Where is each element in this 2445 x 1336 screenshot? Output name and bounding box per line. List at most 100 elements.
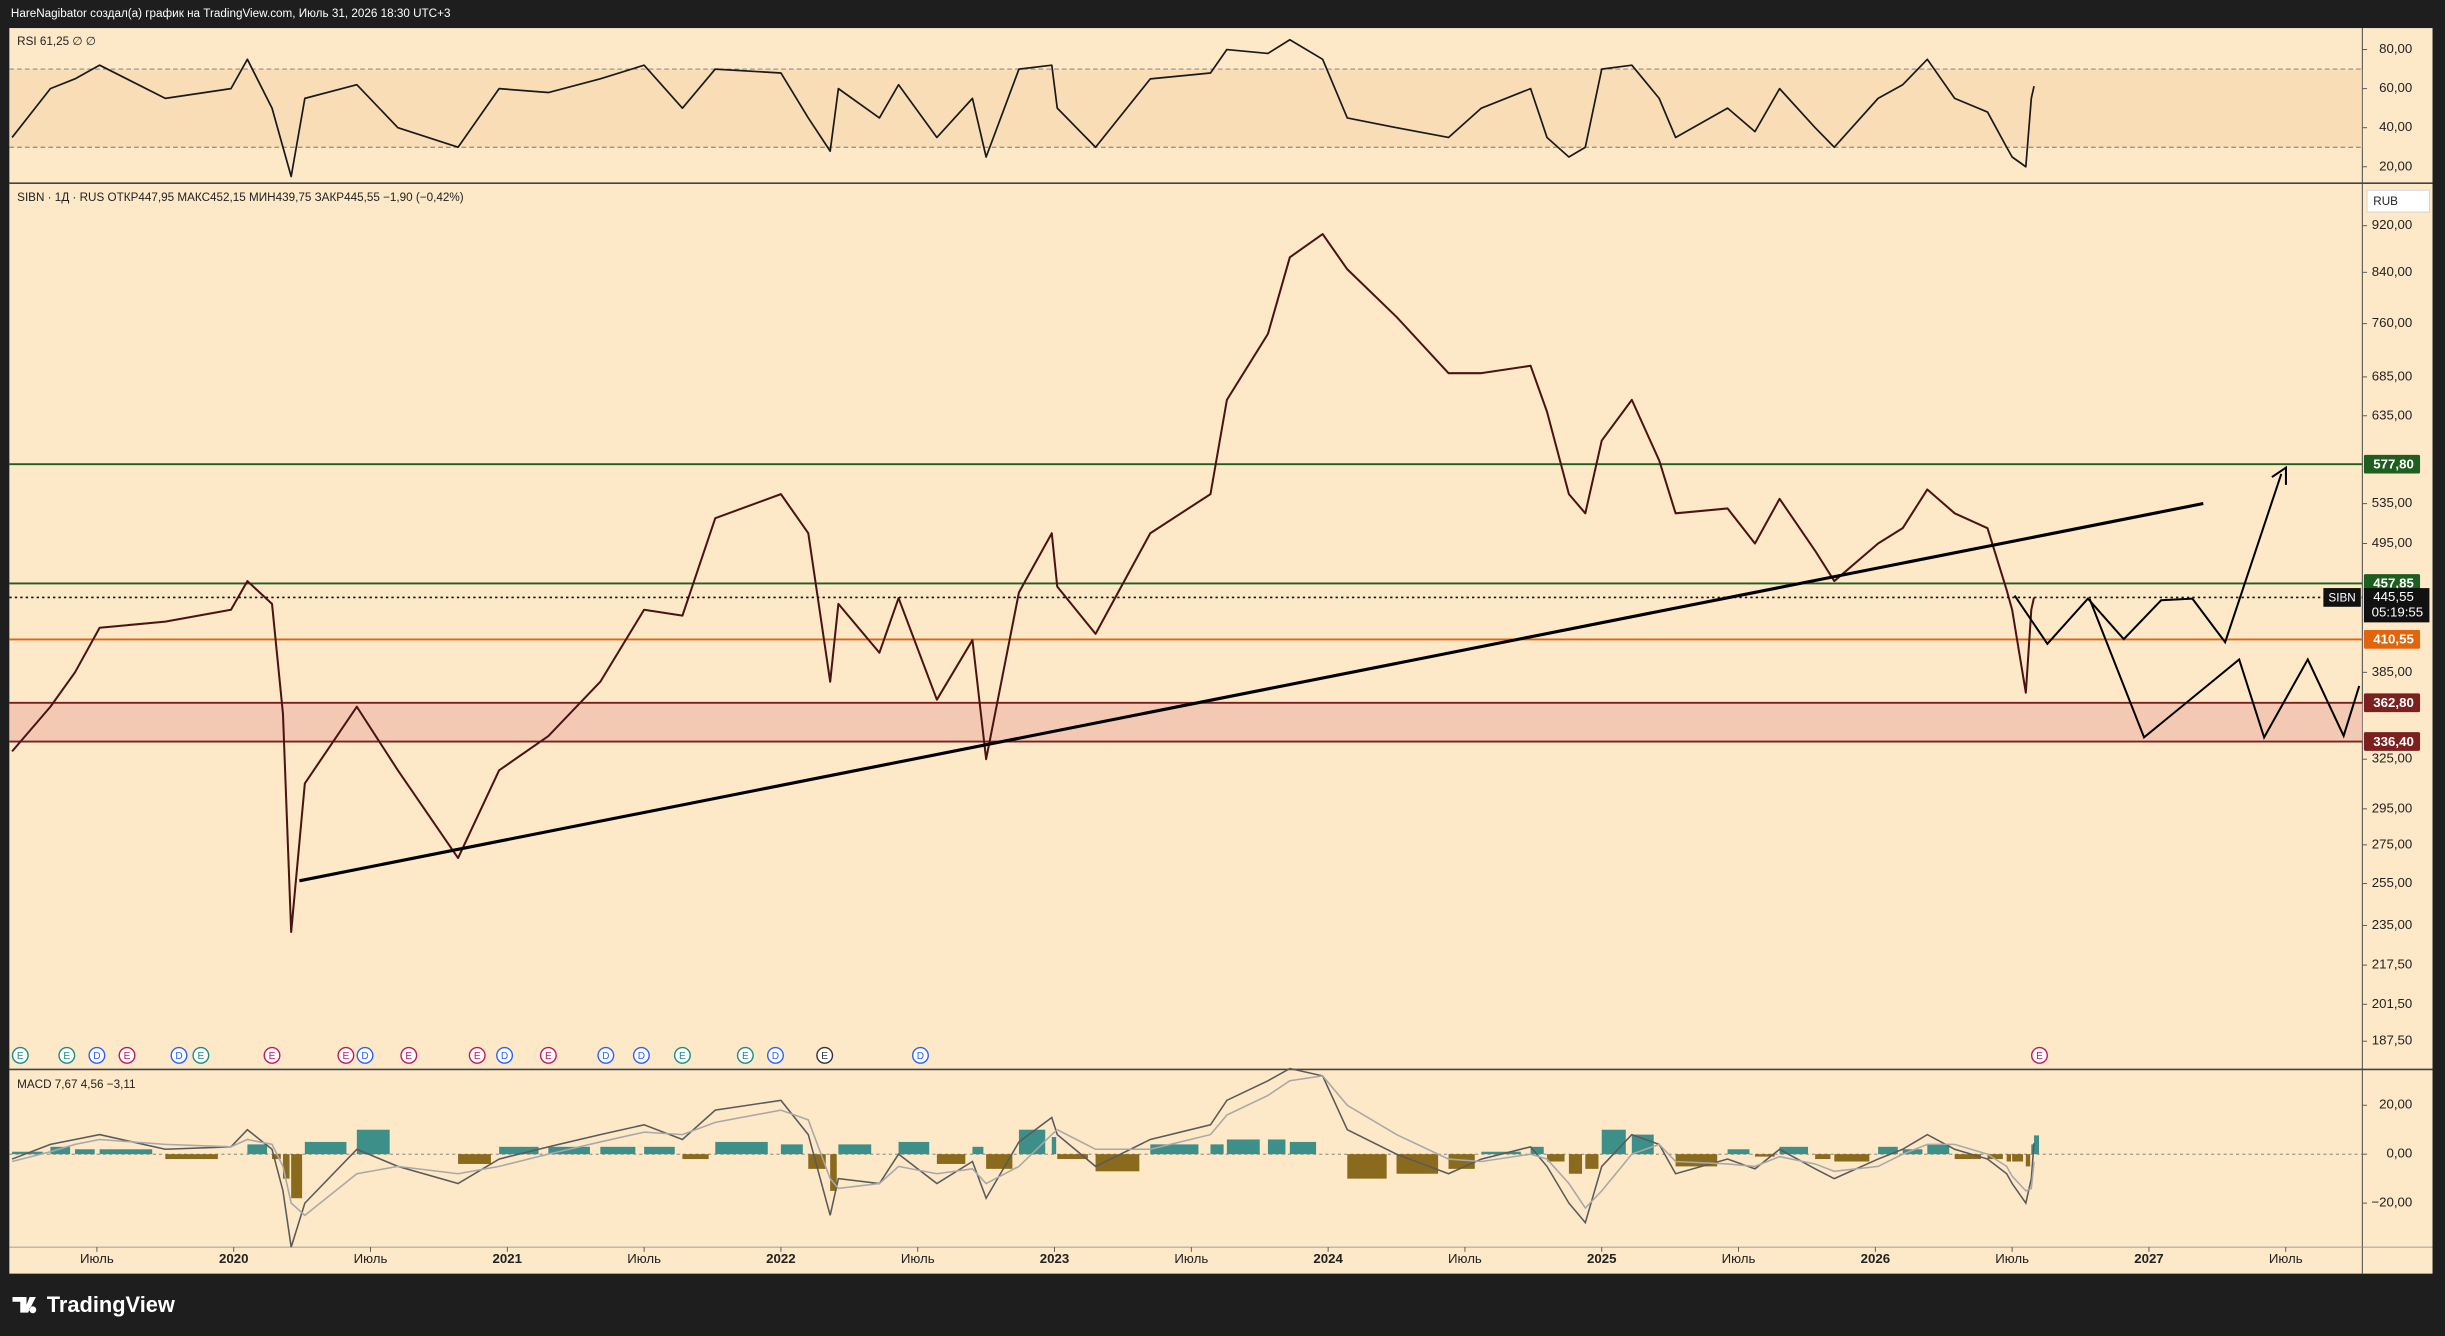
event-label: E [124, 1051, 131, 1062]
price-line [11, 38, 2035, 178]
event-label: E [269, 1051, 276, 1062]
y-tick-label: 217,50 [2372, 957, 2413, 972]
event-label: E [821, 1051, 828, 1062]
price-line [11, 233, 2036, 934]
histogram-bar [600, 1146, 636, 1155]
y-tick-label: 840,00 [2372, 264, 2413, 279]
x-tick-label: Июль [901, 1251, 935, 1266]
event-label: E [474, 1051, 481, 1062]
histogram-bar [986, 1154, 1013, 1169]
histogram-bar [1095, 1154, 1140, 1172]
histogram-bar [1815, 1154, 1831, 1160]
event-marker [766, 1046, 784, 1064]
level-tag-label: 336,40 [2373, 734, 2414, 749]
x-tick-label: Июль [2269, 1251, 2303, 1266]
brand-name: TradingView [47, 1292, 176, 1317]
event-label: D [772, 1051, 779, 1062]
event-marker [118, 1046, 136, 1064]
symbol-tag [2323, 588, 2361, 607]
event-label: D [175, 1051, 182, 1062]
histogram-bar [1547, 1154, 1565, 1162]
y-tick-label: 535,00 [2372, 495, 2413, 510]
x-tick-label: 2026 [1861, 1251, 1890, 1266]
event-label: E [17, 1051, 24, 1062]
event-marker [816, 1046, 834, 1064]
level-tag-label: 362,80 [2373, 695, 2414, 710]
forecast-path [2013, 473, 2283, 646]
x-tick-label: Июль [1174, 1251, 1208, 1266]
indicator-line [11, 1075, 2035, 1217]
event-marker [496, 1046, 514, 1064]
histogram-bar [1289, 1141, 1317, 1155]
y-tick-label: 20,00 [2379, 1097, 2412, 1112]
level-tag-label: 457,85 [2373, 576, 2414, 591]
histogram-bar [644, 1146, 675, 1155]
histogram-bar [2034, 1135, 2040, 1155]
histogram-bar [1754, 1154, 1775, 1157]
histogram-bar [1396, 1154, 1439, 1174]
last-price-label: 445,55 [2373, 589, 2414, 604]
histogram-bar [1018, 1129, 1046, 1155]
histogram-bar [1210, 1144, 1224, 1155]
histogram-bar [682, 1154, 709, 1160]
event-label: E [679, 1051, 686, 1062]
pane-legend: RSI 61,25 ∅ ∅ [17, 35, 96, 48]
header-text: HareNagibator создал(а) график на Tradin… [11, 7, 451, 20]
event-marker [2031, 1046, 2049, 1064]
histogram-bar [715, 1141, 768, 1155]
event-label: D [501, 1051, 508, 1062]
histogram-bar [291, 1154, 303, 1199]
chart-area [9, 28, 2433, 1274]
indicator-line [11, 1067, 2035, 1248]
histogram-bar [548, 1146, 590, 1155]
histogram-bar [1585, 1154, 1599, 1169]
event-marker [170, 1046, 188, 1064]
histogram-bar [1530, 1146, 1544, 1155]
histogram-bar [458, 1154, 491, 1164]
x-tick-label: 2020 [219, 1251, 248, 1266]
histogram-bar [50, 1146, 71, 1155]
event-label: E [63, 1051, 70, 1062]
x-tick-label: 2025 [1587, 1251, 1616, 1266]
histogram-bar [1226, 1139, 1260, 1155]
forecast-arrow [2271, 465, 2287, 485]
event-marker [597, 1046, 615, 1064]
event-label: E [343, 1051, 350, 1062]
y-tick-label: 275,00 [2372, 836, 2413, 851]
histogram-bar [1954, 1154, 1981, 1160]
histogram-bar [2031, 1144, 2034, 1155]
histogram-bar [936, 1154, 966, 1164]
level-tag-label: 577,80 [2373, 456, 2414, 471]
level-tag [2363, 630, 2421, 649]
x-tick-label: Июль [354, 1251, 388, 1266]
y-tick-label: 325,00 [2372, 751, 2413, 766]
level-tag-label: 410,55 [2373, 632, 2414, 647]
x-tick-label: 2027 [2134, 1251, 2163, 1266]
histogram-bar [356, 1129, 390, 1155]
rsi-band [9, 69, 2363, 148]
y-tick-label: 40,00 [2379, 119, 2412, 134]
x-tick-label: 2023 [1040, 1251, 1069, 1266]
histogram-bar [304, 1141, 347, 1155]
y-tick-label: −20,00 [2371, 1195, 2412, 1210]
y-tick-label: 635,00 [2372, 407, 2413, 422]
event-label: E [405, 1051, 412, 1062]
symbol-label: SIBN [2328, 591, 2355, 604]
histogram-bar [838, 1144, 872, 1155]
y-tick-label: 760,00 [2372, 315, 2413, 330]
histogram-bar [1057, 1154, 1088, 1160]
histogram-bar [1448, 1154, 1475, 1169]
level-tag [2363, 693, 2421, 713]
event-marker [911, 1046, 929, 1064]
x-tick-label: Июль [80, 1251, 114, 1266]
y-tick-label: 20,00 [2379, 158, 2412, 173]
histogram-bar [1779, 1146, 1809, 1155]
histogram-bar [1834, 1154, 1870, 1162]
y-tick-label: 235,00 [2372, 917, 2413, 932]
histogram-bar [1481, 1151, 1521, 1155]
event-label: D [638, 1051, 645, 1062]
histogram-bar [1727, 1149, 1750, 1155]
histogram-bar [898, 1141, 930, 1155]
event-marker [11, 1046, 29, 1064]
pane-legend: MACD 7,67 4,56 −3,11 [17, 1078, 135, 1091]
